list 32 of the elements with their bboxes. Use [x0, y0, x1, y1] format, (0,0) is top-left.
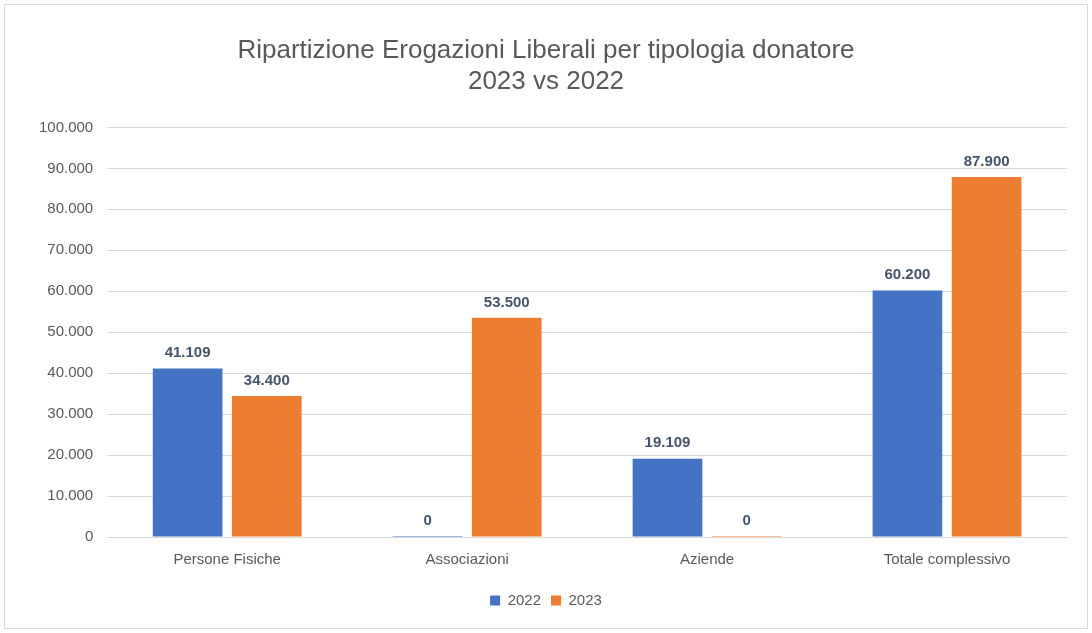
y-tick-label: 50.000 — [47, 322, 94, 340]
y-tick-label: 0 — [84, 527, 94, 545]
data-label: 34.400 — [243, 370, 290, 388]
x-tick-label: Persone Fisiche — [173, 550, 281, 568]
chart-title: Ripartizione Erogazioni Liberali per tipologia donatore 2023 vs 2022 — [237, 33, 855, 95]
data-label: 19.109 — [644, 433, 691, 451]
bar — [872, 290, 943, 537]
data-label: 60.200 — [884, 265, 931, 283]
x-tick-label: Totale complessivo — [883, 550, 1011, 568]
data-label: 87.900 — [963, 151, 1010, 169]
y-tick-label: 10.000 — [47, 486, 94, 504]
data-label: 53.500 — [483, 292, 530, 310]
bar — [471, 317, 542, 537]
legend-label: 2023 — [568, 590, 602, 608]
data-label: 41.109 — [164, 343, 211, 361]
bar — [231, 396, 302, 537]
legend-label: 2022 — [507, 590, 542, 608]
bar — [632, 458, 703, 537]
y-tick-label: 100.000 — [38, 117, 94, 135]
y-tick-label: 90.000 — [47, 158, 94, 176]
y-tick-label: 20.000 — [47, 445, 94, 463]
data-label: 0 — [742, 510, 751, 528]
y-tick-label: 80.000 — [47, 199, 94, 217]
y-tick-label: 60.000 — [47, 281, 94, 299]
y-tick-label: 30.000 — [47, 404, 94, 422]
y-tick-label: 40.000 — [47, 363, 94, 381]
x-tick-label: Aziende — [679, 550, 735, 568]
bar — [152, 368, 223, 537]
y-tick-label: 70.000 — [47, 240, 94, 258]
data-label: 0 — [423, 510, 432, 528]
x-tick-label: Associazioni — [425, 550, 509, 568]
bar — [951, 176, 1022, 537]
